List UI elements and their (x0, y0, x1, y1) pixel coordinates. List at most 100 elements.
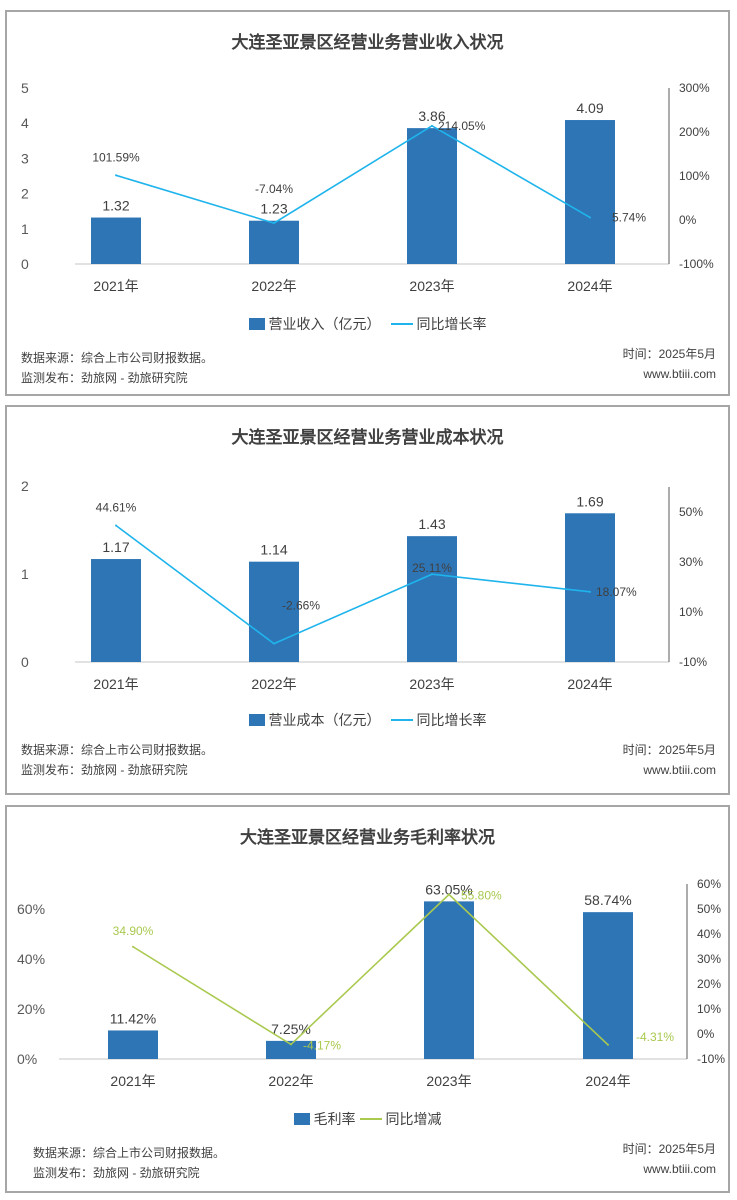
bar-data-label: 3.86 (418, 108, 445, 124)
source-text: 数据来源：综合上市公司财报数据。 (21, 743, 214, 757)
right-axis-tick-label: 10% (697, 1002, 721, 1016)
footer-left: 数据来源：综合上市公司财报数据。 监测发布：劲旅网 - 劲旅研究院 (33, 1143, 225, 1183)
bar (407, 128, 457, 264)
bar-data-label: 1.32 (102, 198, 129, 214)
right-axis-tick-label: 50% (697, 902, 721, 916)
x-axis-tick-label: 2021年 (93, 676, 138, 692)
bar (91, 217, 141, 264)
footer-right: 时间：2025年5月 www.btiii.com (623, 740, 716, 780)
left-axis-tick-label: 0 (21, 654, 29, 670)
line-data-label: 101.59% (92, 150, 140, 164)
left-axis-tick-label: 5 (21, 80, 29, 96)
source-text: 数据来源：综合上市公司财报数据。 (21, 351, 214, 365)
x-axis-tick-label: 2021年 (110, 1073, 155, 1089)
left-axis-tick-label: 1 (21, 566, 29, 582)
chart-legend: 毛利率 同比增减 (7, 1109, 728, 1129)
line-data-label: 25.11% (412, 561, 452, 575)
line-data-label: 214.05% (438, 119, 486, 133)
cost-chart-panel: 大连圣亚景区经营业务营业成本状况 0 1 2 -10% 10% 30% 50% 2021年 20… (5, 405, 730, 795)
source-text: 数据来源：综合上市公司财报数据。 (33, 1146, 226, 1160)
left-axis-tick-label: 40% (17, 951, 45, 967)
line-data-label: -7.04% (255, 182, 293, 196)
right-axis-tick-label: 300% (679, 81, 710, 95)
line-point (448, 893, 450, 896)
chart-title: 大连圣亚景区经营业务营业收入状况 (231, 33, 504, 52)
x-axis-tick-label: 2023年 (426, 1073, 471, 1089)
cost-chart-svg: 0 1 2 -10% 10% 30% 50% 2021年 2022年 2023年 2024年 1.17… (21, 478, 707, 692)
chart-legend: 营业成本（亿元） 同比增长率 (7, 710, 728, 730)
bar-data-label: 11.42% (110, 1010, 156, 1026)
x-axis-tick-label: 2022年 (251, 676, 296, 692)
bar-data-label: 7.25% (271, 1021, 311, 1037)
x-axis-tick-label: 2022年 (251, 278, 296, 294)
x-axis-tick-label: 2024年 (567, 278, 612, 294)
line-point (607, 1043, 609, 1046)
publisher-text: 监测发布：劲旅网 - 劲旅研究院 (21, 371, 188, 385)
bar (108, 1030, 158, 1059)
line-point (273, 222, 275, 225)
line-point (589, 216, 591, 219)
left-axis-tick-label: 20% (17, 1001, 45, 1017)
line-point (132, 945, 134, 948)
legend-line-swatch (390, 719, 413, 721)
left-axis-tick-label: 0 (21, 256, 29, 272)
bar-data-label: 1.43 (418, 516, 445, 532)
bar-data-label: 1.17 (102, 539, 129, 555)
line-series (132, 893, 609, 1046)
bar (583, 912, 633, 1059)
bar (266, 1040, 316, 1059)
bar-data-label: 1.69 (576, 493, 603, 509)
bar (249, 220, 299, 264)
footer-right: 时间：2025年5月 www.btiii.com (623, 1139, 716, 1179)
bar-data-label: 63.05% (425, 881, 472, 897)
left-axis-tick-label: 60% (17, 901, 45, 917)
line-point (431, 573, 433, 576)
footer-right: 时间：2025年5月 www.btiii.com (623, 344, 716, 384)
right-axis-tick-label: 60% (697, 877, 721, 891)
legend-line-label: 同比增减 (385, 1111, 442, 1127)
right-axis-tick-label: 100% (679, 169, 710, 183)
right-axis-tick-label: 0% (697, 1027, 715, 1041)
line-point (115, 524, 117, 527)
legend-bar-label: 毛利率 (313, 1111, 356, 1127)
revenue-chart-panel: 大连圣亚景区经营业务营业收入状况 0 1 2 3 4 5 -100% 0% 100% 200% 30… (5, 10, 730, 396)
line-data-label: -4.17% (303, 1038, 341, 1052)
legend-bar-swatch (293, 1113, 310, 1125)
legend-bar-label: 营业成本（亿元） (268, 712, 381, 728)
right-axis-tick-label: -10% (679, 655, 707, 669)
legend-bar-swatch (248, 714, 265, 726)
left-axis-tick-label: 2 (21, 186, 29, 202)
line-point (589, 590, 591, 593)
line-point (273, 642, 275, 645)
bar (565, 120, 615, 264)
legend-line-label: 同比增长率 (416, 316, 487, 332)
time-text: 时间：2025年5月 (622, 743, 716, 757)
bar (424, 901, 474, 1059)
legend-line-swatch (359, 1118, 382, 1120)
time-text: 时间：2025年5月 (622, 347, 716, 361)
x-axis-tick-label: 2023年 (409, 676, 454, 692)
legend-bar-label: 营业收入（亿元） (268, 316, 381, 332)
x-axis-tick-label: 2024年 (567, 676, 612, 692)
line-point (115, 174, 117, 177)
right-axis-tick-label: 200% (679, 125, 710, 139)
x-axis-tick-label: 2022年 (268, 1073, 313, 1089)
left-axis-tick-label: 3 (21, 150, 29, 166)
footer-left: 数据来源：综合上市公司财报数据。 监测发布：劲旅网 - 劲旅研究院 (21, 740, 213, 780)
chart-legend: 营业收入（亿元） 同比增长率 (7, 314, 728, 334)
footer-left: 数据来源：综合上市公司财报数据。 监测发布：劲旅网 - 劲旅研究院 (21, 348, 213, 388)
left-axis-tick-label: 0% (17, 1051, 37, 1067)
line-data-label: 34.90% (113, 924, 154, 938)
x-axis-tick-label: 2024年 (585, 1073, 630, 1089)
right-axis-tick-label: 30% (697, 952, 721, 966)
line-data-label: 18.07% (596, 585, 637, 599)
line-point (290, 1043, 292, 1046)
left-axis-tick-label: 2 (21, 478, 29, 494)
bar-data-label: 1.23 (260, 201, 287, 217)
right-axis-tick-label: 0% (679, 213, 697, 227)
legend-line-swatch (390, 323, 413, 325)
legend-bar-swatch (248, 318, 265, 330)
line-data-label: 55.80% (461, 889, 502, 903)
line-data-label: 44.61% (96, 500, 137, 514)
line-point (431, 124, 433, 127)
